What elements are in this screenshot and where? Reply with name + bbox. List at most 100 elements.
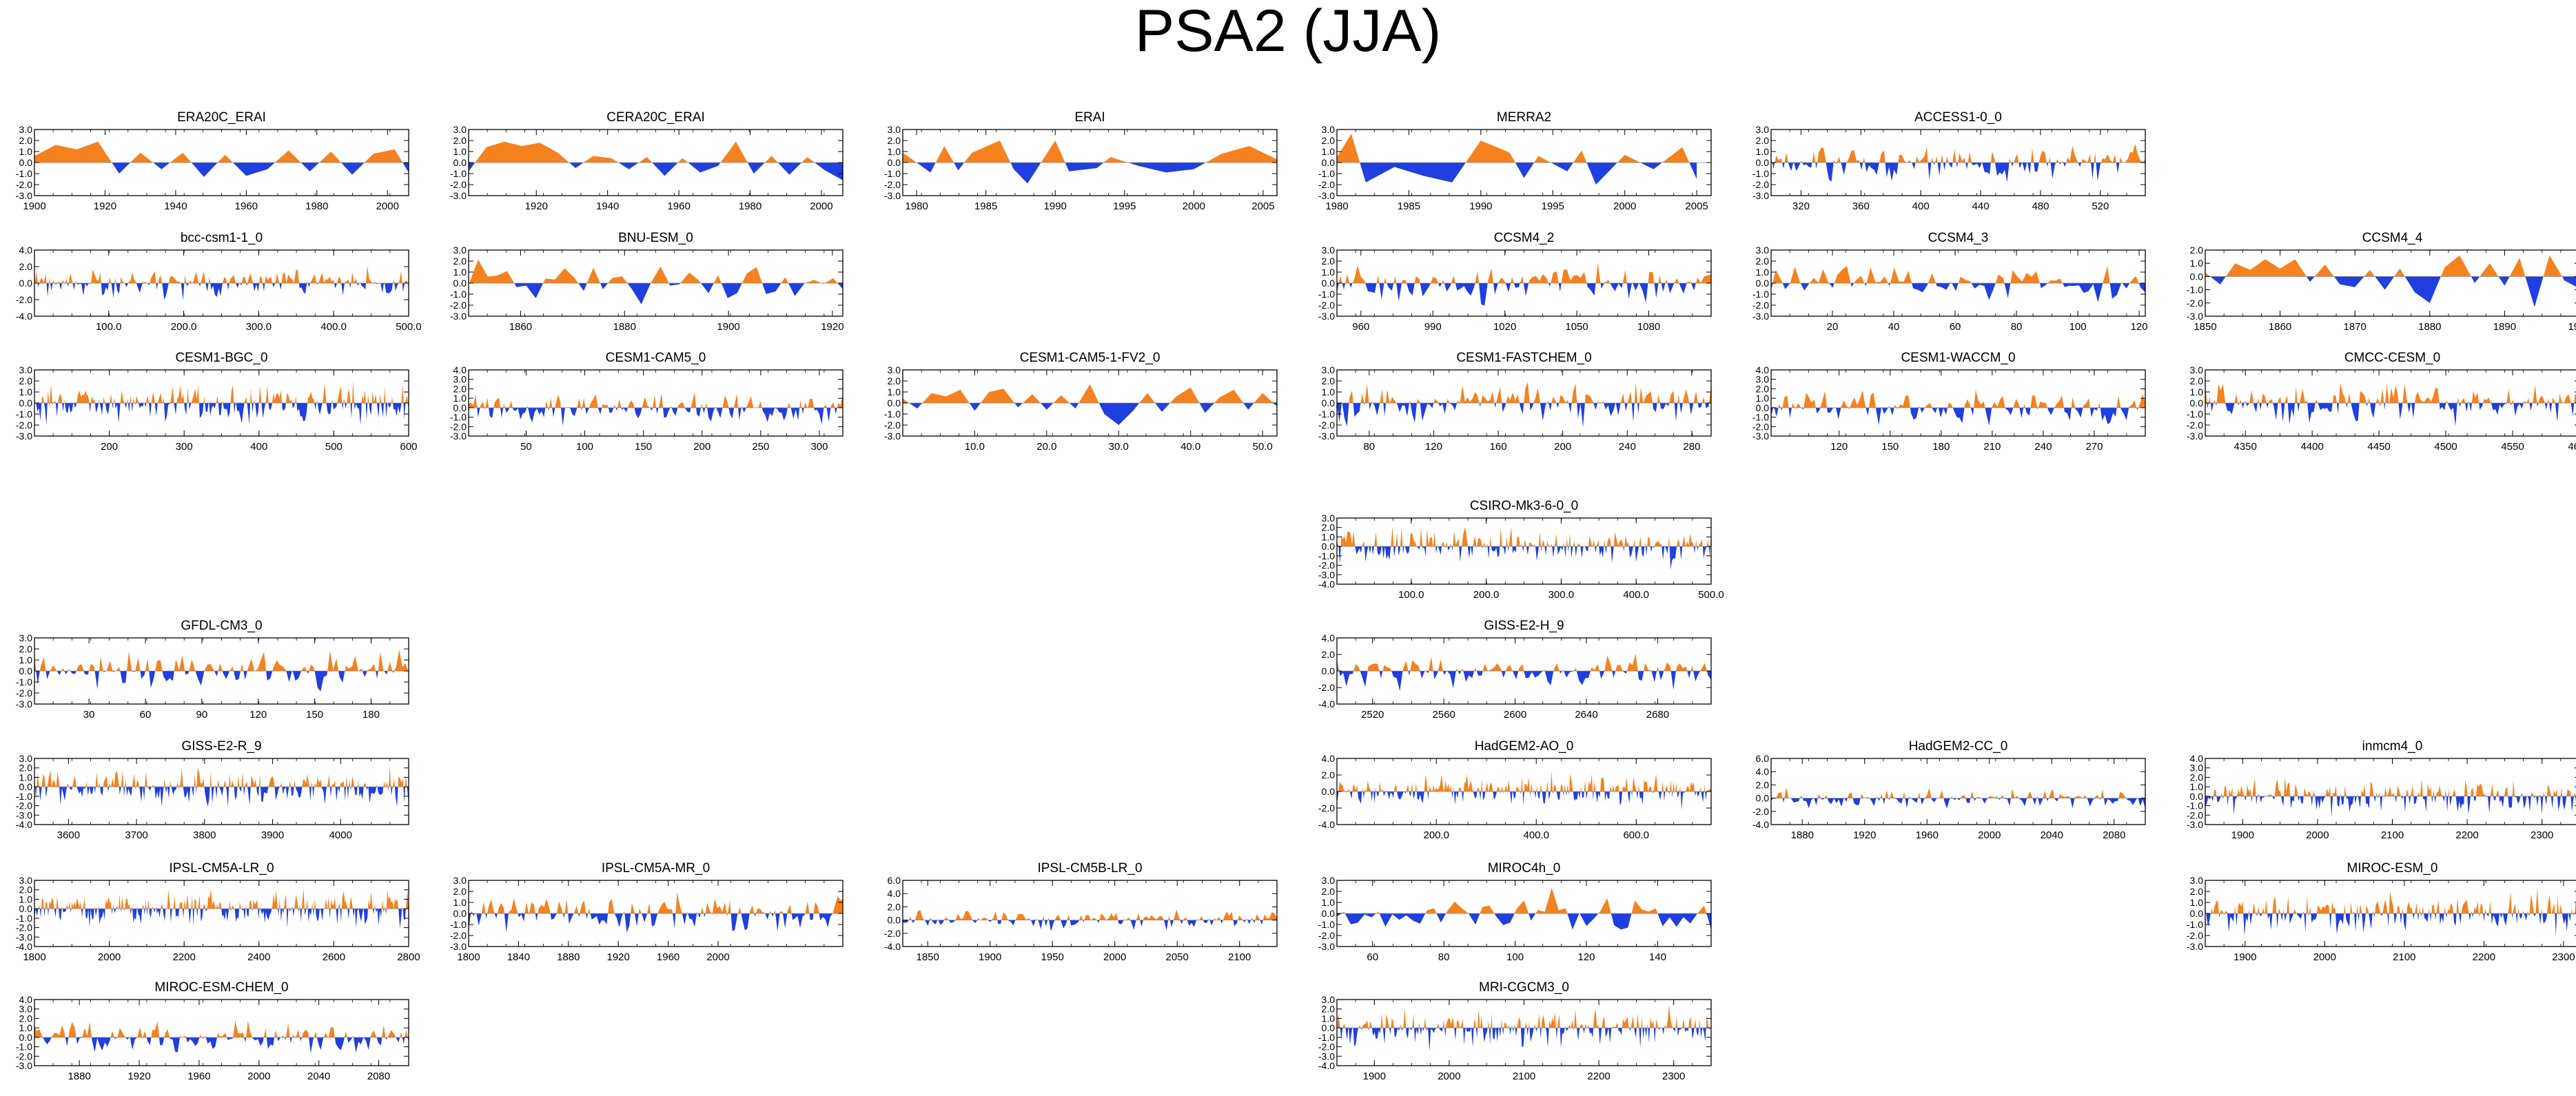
- x-tick-label: 160: [1490, 441, 1507, 453]
- chart-title: ERA20C_ERAI: [177, 110, 266, 125]
- y-tick-label: -1.0: [1752, 412, 1769, 423]
- y-tick-label: -2.0: [884, 420, 901, 431]
- chart-panel: bcc-csm1-1_0 4.0 2.0 0.0 -2.0 -4.0 100.0 200.0 3…: [0, 229, 427, 347]
- y-tick-label: 4.0: [453, 364, 467, 375]
- y-tick-label: 2.0: [2190, 886, 2204, 897]
- y-tick-label: -3.0: [16, 809, 32, 820]
- y-tick-label: 0.0: [1756, 157, 1770, 168]
- y-tick-label: 4.0: [888, 888, 901, 899]
- y-tick-label: 3.0: [2190, 875, 2204, 886]
- plot-frame: [1770, 758, 2146, 825]
- y-tick-label: -1.0: [450, 412, 467, 423]
- x-tick-label: 270: [2085, 441, 2103, 453]
- x-tick-label: 1995: [1113, 200, 1136, 212]
- x-tick-label: 500.0: [1698, 589, 1724, 601]
- negative-area: [34, 787, 409, 807]
- x-tick-label: 1985: [1398, 200, 1420, 212]
- negative-area: [1337, 163, 1697, 185]
- y-tick-label: 0.0: [453, 157, 467, 168]
- plot-frame: [468, 369, 844, 437]
- chart-title: MRI-CGCM3_0: [1479, 980, 1569, 995]
- y-tick-label: 2.0: [1322, 375, 1336, 386]
- y-tick-label: 3.0: [1756, 374, 1770, 385]
- x-tick-label: 300.0: [246, 321, 272, 333]
- chart-panel: CESM1-CAM5-1-FV2_0 3.0 2.0 1.0 0.0 -1.0 -2.0 -3…: [868, 349, 1296, 466]
- negative-area: [903, 920, 1277, 932]
- x-tick-label: 2000: [706, 951, 729, 963]
- y-tick-label: 4.0: [2190, 753, 2204, 764]
- y-tick-label: -1.0: [16, 913, 32, 924]
- chart-svg: 6.0 4.0 2.0 0.0 -2.0 -4.0 1850 1900 1950 2000 2050…: [884, 875, 1278, 963]
- chart-title: ACCESS1-0_0: [1914, 110, 2002, 125]
- x-tick-label: 2100: [1228, 951, 1251, 963]
- x-tick-label: 2000: [1613, 200, 1636, 212]
- y-tick-label: 2.0: [19, 375, 33, 386]
- y-tick-label: 1.0: [19, 772, 33, 783]
- chart-panel: IPSL-CM5A-MR_0 3.0 2.0 1.0 0.0 -1.0 -2.0 -3.0 18…: [434, 860, 861, 977]
- y-tick-label: 2.0: [1322, 256, 1336, 267]
- y-tick-label: -1.0: [2187, 919, 2203, 930]
- chart-svg: 4.0 2.0 0.0 -2.0 -4.0 200.0 400.0 600.0: [1318, 753, 1712, 841]
- y-tick-label: -1.0: [1318, 1032, 1335, 1043]
- y-tick-label: -3.0: [16, 1060, 32, 1071]
- x-tick-label: 150: [635, 441, 652, 453]
- y-tick-label: -1.0: [16, 409, 32, 420]
- y-tick-label: 2.0: [1322, 522, 1336, 533]
- x-tick-label: 1880: [1791, 829, 1814, 841]
- x-tick-label: 150: [1881, 441, 1899, 453]
- x-tick-label: 180: [362, 709, 380, 721]
- x-tick-label: 1800: [457, 951, 480, 963]
- x-tick-label: 100: [2069, 321, 2087, 333]
- y-tick-label: -4.0: [16, 311, 32, 322]
- chart-svg: 3.02.01.00.0-1.0-2.0-3.0 1860 1880 1900 1920: [450, 245, 844, 333]
- negative-area: [2210, 276, 2576, 307]
- positive-area: [469, 259, 843, 283]
- y-tick-label: -2.0: [884, 179, 901, 190]
- x-tick-label: 2000: [1103, 951, 1126, 963]
- y-tick-label: 3.0: [19, 1004, 33, 1015]
- x-tick-label: 2560: [1432, 709, 1455, 721]
- x-tick-label: 1950: [1041, 951, 1064, 963]
- x-tick-label: 2100: [1513, 1071, 1535, 1082]
- chart-title: GISS-E2-R_9: [181, 739, 262, 754]
- y-tick-label: -3.0: [16, 431, 32, 442]
- y-tick-label: 6.0: [888, 875, 901, 886]
- chart-svg: 6.0 4.0 2.0 0.0 -2.0 -4.0 1880 1920 1960 2000 2040…: [1752, 753, 2146, 841]
- x-tick-label: 4600: [2568, 441, 2576, 453]
- positive-area: [2213, 777, 2576, 796]
- y-tick-label: -4.0: [1318, 579, 1335, 590]
- y-tick-label: 1.0: [1322, 897, 1336, 908]
- y-tick-label: 3.0: [2190, 763, 2204, 774]
- x-tick-label: 50: [520, 441, 532, 453]
- y-tick-label: -1.0: [1318, 289, 1335, 300]
- y-tick-label: -3.0: [16, 190, 32, 201]
- chart-svg: 3.02.01.00.0-1.0-2.0-3.0 200 300 400 500 600: [16, 364, 418, 453]
- x-tick-label: 2300: [1662, 1071, 1685, 1082]
- positive-area: [34, 650, 409, 671]
- y-tick-label: 3.0: [453, 875, 467, 886]
- x-tick-label: 200: [693, 441, 711, 453]
- y-tick-label: 2.0: [2190, 245, 2204, 256]
- y-tick-label: -4.0: [1318, 1060, 1335, 1071]
- chart-title: CERA20C_ERAI: [606, 110, 705, 125]
- x-tick-label: 2005: [1685, 200, 1708, 212]
- x-tick-label: 2300: [2531, 829, 2553, 841]
- chart-title: BNU-ESM_0: [618, 231, 693, 245]
- x-tick-label: 60: [1367, 951, 1378, 963]
- x-tick-label: 1920: [127, 1071, 150, 1082]
- y-tick-label: 6.0: [1756, 753, 1770, 764]
- y-tick-label: -4.0: [1318, 819, 1335, 830]
- negative-area: [469, 913, 843, 933]
- y-tick-label: -2.0: [1318, 930, 1335, 941]
- x-tick-label: 520: [2092, 200, 2109, 212]
- chart-panel: HadGEM2-AO_0 4.0 2.0 0.0 -2.0 -4.0 200.0 400.0 6…: [1302, 738, 1730, 855]
- x-tick-label: 2000: [2313, 951, 2336, 963]
- y-tick-label: -2.0: [450, 930, 467, 941]
- y-tick-label: -2.0: [16, 420, 32, 431]
- x-tick-label: 2000: [1978, 829, 2001, 841]
- chart-panel: CCSM4_3 3.0 2.0 1.0 0.0 -1.0 -2.0 -3.0 20 40 60 80 1…: [1737, 229, 2164, 347]
- y-tick-label: -1.0: [450, 919, 467, 930]
- y-tick-label: -3.0: [2187, 431, 2203, 442]
